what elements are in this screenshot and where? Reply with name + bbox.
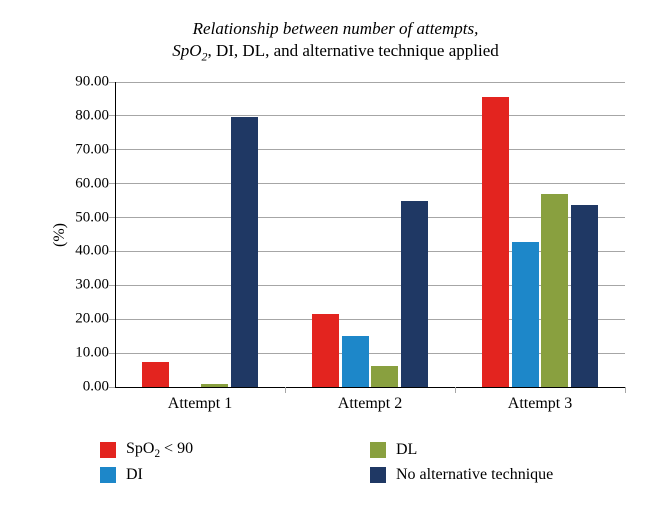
x-tick-mark bbox=[285, 387, 286, 393]
y-tick-label: 70.00 bbox=[75, 141, 109, 158]
bar bbox=[312, 314, 339, 387]
y-tick-mark bbox=[109, 82, 115, 83]
x-tick-label: Attempt 2 bbox=[338, 395, 402, 413]
title-line2: SpO2, DI, DL, and alternative technique … bbox=[172, 41, 498, 60]
y-tick-label: 60.00 bbox=[75, 175, 109, 192]
bar bbox=[512, 242, 539, 387]
plot-area: 0.0010.0020.0030.0040.0050.0060.0070.008… bbox=[115, 82, 625, 387]
chart-title: Relationship between number of attempts,… bbox=[0, 18, 671, 65]
legend-swatch bbox=[370, 442, 386, 458]
title-line1: Relationship between number of attempts, bbox=[193, 19, 479, 38]
y-tick-label: 90.00 bbox=[75, 74, 109, 91]
y-tick-label: 80.00 bbox=[75, 107, 109, 124]
x-tick-mark bbox=[455, 387, 456, 393]
legend-label: DI bbox=[126, 466, 143, 484]
y-axis-line bbox=[115, 82, 116, 387]
x-axis-line bbox=[115, 387, 625, 388]
y-tick-label: 0.00 bbox=[83, 379, 109, 396]
x-tick-label: Attempt 3 bbox=[508, 395, 572, 413]
y-tick-mark bbox=[109, 217, 115, 218]
bar bbox=[231, 117, 258, 387]
legend: SpO2 < 90 DL DI No alternative technique bbox=[100, 440, 620, 484]
bar bbox=[371, 366, 398, 387]
x-tick-label: Attempt 1 bbox=[168, 395, 232, 413]
legend-item: DI bbox=[100, 466, 350, 484]
bar bbox=[571, 205, 598, 387]
y-tick-mark bbox=[109, 285, 115, 286]
bar bbox=[342, 336, 369, 388]
bar bbox=[142, 362, 169, 387]
legend-item: No alternative technique bbox=[370, 466, 620, 484]
bars-layer bbox=[115, 82, 625, 387]
chart-container: Relationship between number of attempts,… bbox=[0, 0, 671, 524]
y-tick-mark bbox=[109, 115, 115, 116]
y-tick-mark bbox=[109, 251, 115, 252]
legend-swatch bbox=[100, 442, 116, 458]
legend-item: DL bbox=[370, 440, 620, 460]
y-axis-title: (%) bbox=[48, 82, 72, 387]
y-tick-mark bbox=[109, 149, 115, 150]
y-tick-mark bbox=[109, 183, 115, 184]
x-tick-mark bbox=[625, 387, 626, 393]
bar bbox=[401, 201, 428, 387]
y-tick-label: 40.00 bbox=[75, 243, 109, 260]
legend-swatch bbox=[100, 467, 116, 483]
y-tick-label: 50.00 bbox=[75, 209, 109, 226]
y-tick-label: 10.00 bbox=[75, 345, 109, 362]
legend-label: No alternative technique bbox=[396, 466, 553, 484]
bar bbox=[482, 97, 509, 387]
y-tick-mark bbox=[109, 319, 115, 320]
legend-item: SpO2 < 90 bbox=[100, 440, 350, 460]
legend-swatch bbox=[370, 467, 386, 483]
bar bbox=[541, 194, 568, 388]
y-tick-mark bbox=[109, 353, 115, 354]
legend-label: DL bbox=[396, 441, 417, 459]
legend-label: SpO2 < 90 bbox=[126, 440, 193, 460]
y-tick-mark bbox=[109, 387, 115, 388]
y-tick-label: 30.00 bbox=[75, 277, 109, 294]
y-tick-label: 20.00 bbox=[75, 311, 109, 328]
